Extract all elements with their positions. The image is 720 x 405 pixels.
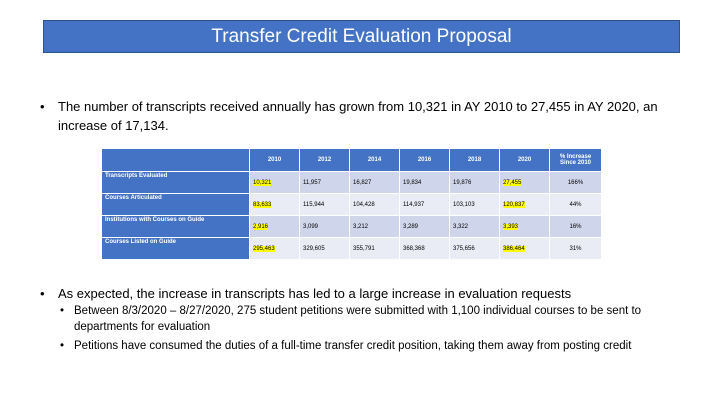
cell-2012: 115,944: [299, 193, 350, 216]
bullet-evaluation-requests: • As expected, the increase in transcrip…: [40, 284, 690, 303]
cell-2012: 11,957: [299, 171, 350, 194]
row-label: Courses Articulated: [101, 193, 250, 216]
table-header-row: 2010 2012 2014 2016 2018 2020 % Increase…: [101, 148, 602, 172]
cell-2016: 368,368: [399, 237, 450, 260]
table-row: Courses Listed on Guide 295,463 329,605 …: [101, 237, 602, 260]
cell-2010: 295,463: [249, 237, 300, 260]
highlighted-value: 3,393: [503, 223, 519, 230]
header-cell: 2012: [299, 148, 350, 172]
table-row: Transcripts Evaluated 10,321 11,957 16,8…: [101, 171, 602, 194]
highlighted-value: 83,633: [253, 201, 272, 208]
bullet-text: The number of transcripts received annua…: [58, 99, 658, 133]
cell-2014: 355,791: [349, 237, 400, 260]
cell-2010: 2,916: [249, 215, 300, 238]
bullet-icon: •: [60, 340, 65, 352]
header-cell: 2010: [249, 148, 300, 172]
cell-pct-increase: 16%: [549, 215, 602, 238]
highlighted-value: 120,837: [503, 201, 525, 208]
slide-title-bar: Transfer Credit Evaluation Proposal: [43, 20, 680, 53]
row-label: Courses Listed on Guide: [101, 237, 250, 260]
cell-2018: 375,656: [449, 237, 500, 260]
bullet-icon: •: [40, 99, 45, 114]
sub-bullet-text: Petitions have consumed the duties of a …: [74, 340, 632, 352]
cell-2012: 329,605: [299, 237, 350, 260]
transcript-stats-table: 2010 2012 2014 2016 2018 2020 % Increase…: [101, 148, 602, 260]
bullet-transcripts-growth: • The number of transcripts received ann…: [40, 97, 690, 135]
slide-title: Transfer Credit Evaluation Proposal: [211, 25, 512, 47]
table-row: Courses Articulated 83,633 115,944 104,4…: [101, 193, 602, 216]
cell-2014: 16,827: [349, 171, 400, 194]
cell-2012: 3,099: [299, 215, 350, 238]
bullet-text: As expected, the increase in transcripts…: [58, 286, 572, 301]
cell-2010: 10,321: [249, 171, 300, 194]
cell-2020: 386,464: [499, 237, 550, 260]
highlighted-value: 295,463: [253, 245, 275, 252]
cell-pct-increase: 166%: [549, 171, 602, 194]
header-cell: 2014: [349, 148, 400, 172]
cell-2018: 3,322: [449, 215, 500, 238]
header-cell: [101, 148, 250, 172]
highlighted-value: 386,464: [503, 245, 525, 252]
bullet-icon: •: [60, 305, 65, 317]
table-row: Institutions with Courses on Guide 2,916…: [101, 215, 602, 238]
cell-2018: 19,876: [449, 171, 500, 194]
bullet-icon: •: [40, 286, 45, 301]
row-label: Institutions with Courses on Guide: [101, 215, 250, 238]
sub-bullet-petitions: • Between 8/3/2020 – 8/27/2020, 275 stud…: [60, 303, 700, 335]
highlighted-value: 10,321: [253, 179, 272, 186]
row-label: Transcripts Evaluated: [101, 171, 250, 194]
header-cell: 2016: [399, 148, 450, 172]
sub-bullet-duties: • Petitions have consumed the duties of …: [60, 338, 700, 354]
cell-2014: 104,428: [349, 193, 400, 216]
cell-2016: 3,289: [399, 215, 450, 238]
header-cell: % Increase Since 2010: [549, 148, 602, 172]
cell-2020: 120,837: [499, 193, 550, 216]
cell-2010: 83,633: [249, 193, 300, 216]
header-cell: 2018: [449, 148, 500, 172]
highlighted-value: 2,916: [253, 223, 269, 230]
cell-2020: 3,393: [499, 215, 550, 238]
cell-2020: 27,455: [499, 171, 550, 194]
header-cell: 2020: [499, 148, 550, 172]
cell-pct-increase: 31%: [549, 237, 602, 260]
cell-2016: 19,834: [399, 171, 450, 194]
highlighted-value: 27,455: [503, 179, 522, 186]
cell-2018: 103,103: [449, 193, 500, 216]
sub-bullet-text: Between 8/3/2020 – 8/27/2020, 275 studen…: [74, 305, 642, 333]
cell-pct-increase: 44%: [549, 193, 602, 216]
cell-2014: 3,212: [349, 215, 400, 238]
cell-2016: 114,937: [399, 193, 450, 216]
